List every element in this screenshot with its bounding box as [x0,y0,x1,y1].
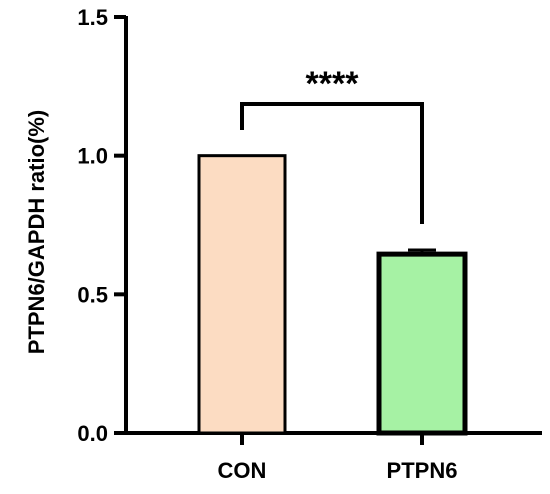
y-tick-label: 0.0 [77,421,108,446]
y-tick-label: 0.5 [77,282,108,307]
y-tick-label: 1.5 [77,5,108,30]
significance-bracket: **** [240,65,424,224]
bar-ptpn6 [376,251,468,436]
y-ticks: 0.0 0.5 1.0 1.5 [77,5,126,446]
y-axis-label: PTPN6/GAPDH ratio(%) [24,110,49,354]
significance-line [240,102,424,224]
axes [124,16,542,435]
x-tick-labels: CON PTPN6 [218,433,458,483]
bars [197,154,468,436]
x-tick-label: PTPN6 [387,458,458,483]
x-tick-label: CON [218,458,267,483]
significance-label: **** [306,65,360,103]
bar-con [197,154,287,435]
y-tick-label: 1.0 [77,144,108,169]
